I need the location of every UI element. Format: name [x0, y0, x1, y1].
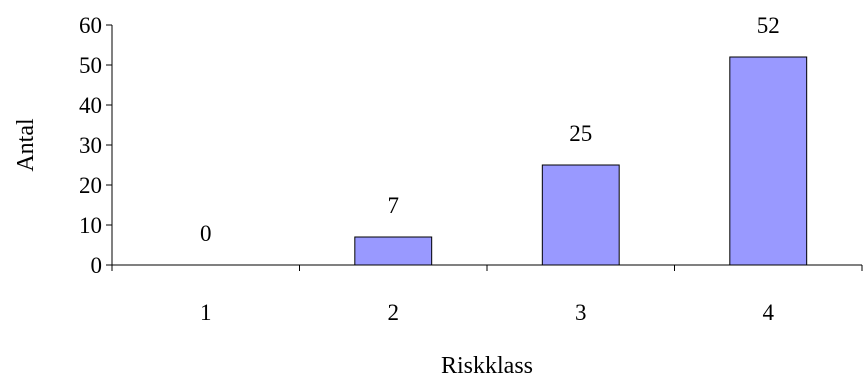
- x-tick-label: 3: [575, 300, 587, 325]
- y-tick-label: 10: [79, 213, 102, 238]
- data-label: 0: [200, 221, 212, 246]
- x-tick-label: 1: [200, 300, 212, 325]
- y-tick-label: 50: [79, 53, 102, 78]
- x-axis-title: Riskklass: [441, 353, 533, 379]
- y-tick-label: 20: [79, 173, 102, 198]
- bar-4: [729, 56, 808, 266]
- x-tick-label: 4: [763, 300, 775, 325]
- y-tick-label: 60: [79, 13, 102, 38]
- y-axis-title: Antal: [13, 118, 39, 172]
- data-label: 25: [569, 121, 592, 146]
- data-label: 52: [757, 13, 780, 38]
- x-tick-label: 2: [388, 300, 400, 325]
- bar-2: [354, 236, 433, 266]
- bar-3: [541, 164, 620, 266]
- data-label: 7: [388, 193, 400, 218]
- y-tick-label: 40: [79, 93, 102, 118]
- y-tick-label: 0: [91, 253, 103, 278]
- y-tick-label: 30: [79, 133, 102, 158]
